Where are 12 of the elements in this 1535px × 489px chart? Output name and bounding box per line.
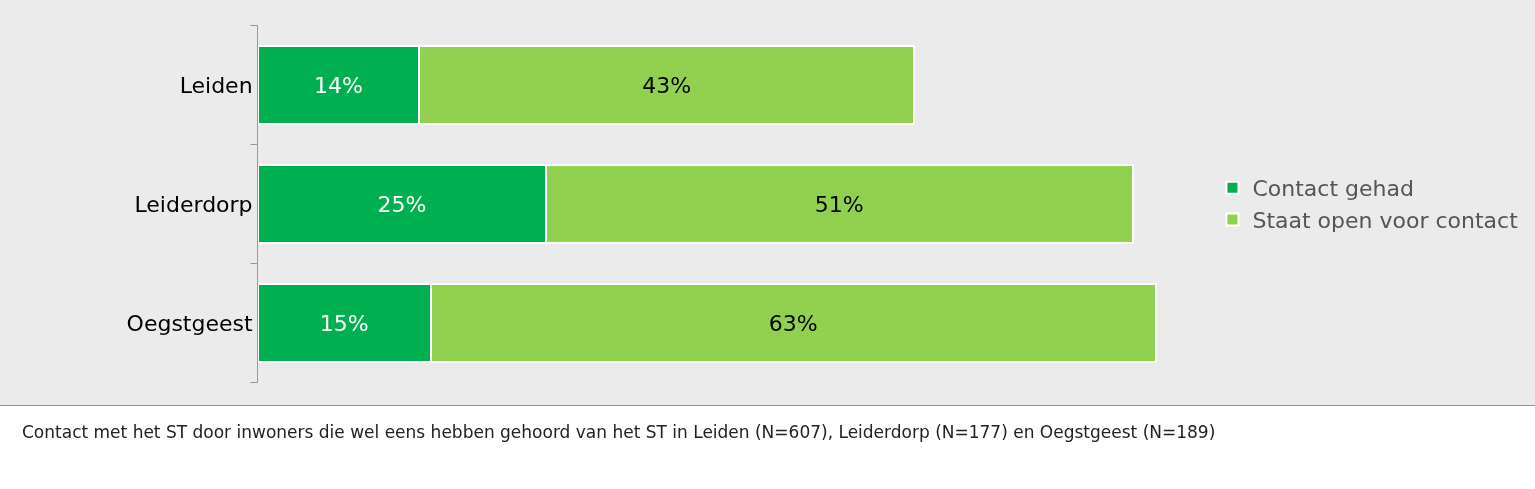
legend-label: Staat open voor contact <box>1252 207 1519 233</box>
y-tick-label: Leiderdorp <box>134 191 253 217</box>
data-label: 14% <box>314 72 364 98</box>
y-tick-label: Oegstgeest <box>126 310 253 336</box>
legend-label: Contact gehad <box>1252 176 1414 202</box>
data-label: 51% <box>814 191 864 217</box>
text: Contact met het ST door inwoners die wel eens hebben gehoord van het ST in Leiden (N=607), Leiderdorp (N=177) en Oegstgeest (N=189) <box>22 421 1217 444</box>
data-label: 63% <box>768 310 818 336</box>
data-label: 43% <box>642 72 692 98</box>
y-tick-label: Leiden <box>179 72 253 98</box>
data-label: 15% <box>319 310 369 336</box>
data-label: 25% <box>377 191 427 217</box>
